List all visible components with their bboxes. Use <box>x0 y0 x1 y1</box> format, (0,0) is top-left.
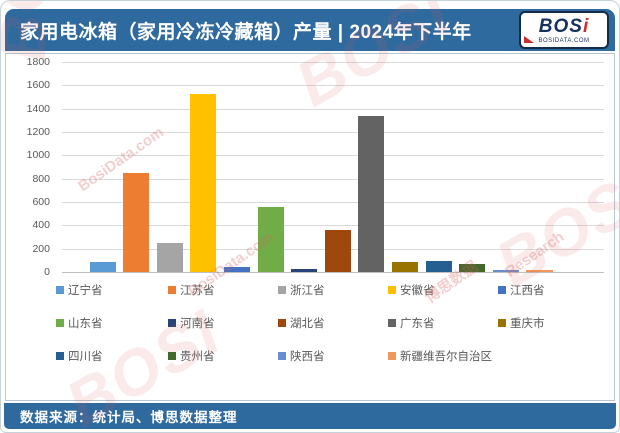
bar-河南省 <box>291 268 318 272</box>
legend-swatch-icon <box>388 319 396 327</box>
legend-swatch-icon <box>168 286 176 294</box>
gridline <box>62 225 604 227</box>
legend-label: 安徽省 <box>400 285 435 297</box>
legend-swatch-icon <box>388 286 396 294</box>
legend-label: 浙江省 <box>290 285 325 297</box>
legend-swatch-icon <box>56 286 64 294</box>
legend-label: 四川省 <box>68 351 103 363</box>
data-source-text: 数据来源：统计局、博思数据整理 <box>20 410 238 425</box>
y-tick-label: 0 <box>44 266 50 278</box>
gridline <box>62 155 604 157</box>
bar-重庆市 <box>392 261 419 272</box>
y-tick-label: 1400 <box>26 102 50 115</box>
legend-swatch-icon <box>278 352 286 360</box>
bar-广东省 <box>358 115 385 272</box>
chart-panel: 1800 1600 1400 1200 1000 800 600 400 200 0 辽宁省 江苏省… <box>5 53 615 401</box>
bar-安徽省 <box>190 93 217 272</box>
gridline <box>62 201 604 203</box>
legend-label: 广东省 <box>400 318 435 330</box>
bosi-logo: BOSi BOSIDATA.COM <box>519 11 609 49</box>
legend-item: 新疆维吾尔自治区 <box>388 348 498 364</box>
logo-subtext: BOSIDATA.COM <box>538 37 590 44</box>
logo-text: BOSi <box>538 15 590 37</box>
y-tick-label: 400 <box>32 219 50 232</box>
legend-label: 江苏省 <box>180 285 215 297</box>
y-tick-label: 1200 <box>26 126 50 138</box>
legend-item: 浙江省 <box>278 282 388 298</box>
title-bar: 家用电冰箱（家用冷冻冷藏箱）产量 | 2024年下半年 BOSi BOSIDAT… <box>5 9 615 51</box>
legend-label: 重庆市 <box>510 318 545 330</box>
legend-label: 陕西省 <box>290 351 325 363</box>
bar-四川省 <box>425 260 452 272</box>
source-bar: 数据来源：统计局、博思数据整理 <box>4 403 616 429</box>
legend-label: 辽宁省 <box>68 285 103 297</box>
legend-item: 江苏省 <box>168 282 278 298</box>
legend-label: 新疆维吾尔自治区 <box>400 351 492 363</box>
legend-label: 河南省 <box>180 318 215 330</box>
y-tick-label: 1600 <box>26 79 50 92</box>
legend-item: 辽宁省 <box>56 282 168 298</box>
plot-wrap: 1800 1600 1400 1200 1000 800 600 400 200 0 <box>6 54 614 284</box>
legend-swatch-icon <box>56 352 64 360</box>
legend-swatch-icon <box>278 286 286 294</box>
y-tick-label: 800 <box>32 172 50 185</box>
legend-swatch-icon <box>388 352 396 360</box>
chart-legend: 辽宁省 江苏省 浙江省 安徽省 江西省山东省 河南省 湖北省 广东省 重庆市四川省 贵州省 陕西省 新… <box>56 282 608 364</box>
y-tick-label: 200 <box>32 242 50 255</box>
gridline <box>62 62 604 63</box>
legend-label: 山东省 <box>68 318 103 330</box>
legend-swatch-icon <box>168 319 176 327</box>
legend-item: 河南省 <box>168 315 278 331</box>
legend-item: 重庆市 <box>498 315 608 331</box>
legend-swatch-icon <box>278 319 286 327</box>
legend-item: 湖北省 <box>278 315 388 331</box>
legend-item: 广东省 <box>388 315 498 331</box>
bar-贵州省 <box>459 263 486 272</box>
y-tick-label: 1000 <box>26 149 50 162</box>
bar-浙江省 <box>156 243 183 272</box>
logo-triangle-icon <box>524 36 534 43</box>
legend-item: 安徽省 <box>388 282 498 298</box>
bar-辽宁省 <box>89 261 116 272</box>
bar-江西省 <box>224 267 251 272</box>
gridline <box>62 108 604 110</box>
chart-title: 家用电冰箱（家用冷冻冷藏箱）产量 | 2024年下半年 <box>20 21 472 43</box>
legend-swatch-icon <box>498 286 506 294</box>
plot-area <box>62 62 604 273</box>
legend-label: 湖北省 <box>290 318 325 330</box>
legend-item: 四川省 <box>56 348 168 364</box>
gridline <box>62 272 604 273</box>
legend-item: 江西省 <box>498 282 608 298</box>
bar-陕西省 <box>492 270 519 272</box>
legend-swatch-icon <box>56 319 64 327</box>
legend-swatch-icon <box>168 352 176 360</box>
gridline <box>62 178 604 180</box>
legend-item: 陕西省 <box>278 348 388 364</box>
gridline <box>62 131 604 133</box>
y-tick-label: 1800 <box>26 56 50 68</box>
y-axis-labels: 1800 1600 1400 1200 1000 800 600 400 200 0 <box>6 54 56 284</box>
bar-湖北省 <box>324 230 351 272</box>
y-tick-label: 600 <box>32 196 50 208</box>
bar-新疆维吾尔自治区 <box>526 269 553 272</box>
bar-江苏省 <box>123 172 150 272</box>
legend-label: 江西省 <box>510 285 545 297</box>
legend-label: 贵州省 <box>180 351 215 363</box>
bar-山东省 <box>257 206 284 272</box>
legend-item: 山东省 <box>56 315 168 331</box>
gridline <box>62 85 604 87</box>
legend-item: 贵州省 <box>168 348 278 364</box>
legend-swatch-icon <box>498 319 506 327</box>
